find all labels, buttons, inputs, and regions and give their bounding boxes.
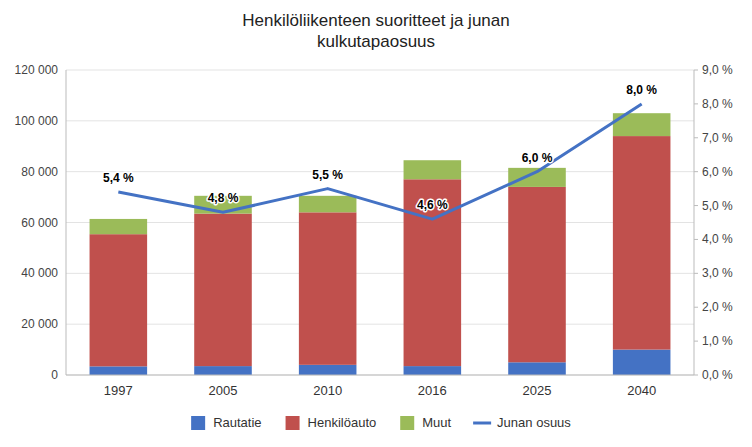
bar xyxy=(194,214,252,367)
y2-tick xyxy=(694,273,698,274)
legend-swatch xyxy=(473,422,491,425)
bar xyxy=(404,179,462,366)
y2-tick-label: 1,0 % xyxy=(702,334,733,348)
bar xyxy=(613,136,671,349)
y2-tick-label: 0,0 % xyxy=(702,368,733,382)
y2-tick xyxy=(694,341,698,342)
bar xyxy=(299,196,357,213)
y2-tick xyxy=(694,375,698,376)
title: Henkilöliikenteen suoritteet ja junan kul… xyxy=(242,11,509,51)
y2-tick xyxy=(694,171,698,172)
bar xyxy=(508,362,566,375)
grid-line xyxy=(66,375,694,376)
y2-tick xyxy=(694,103,698,104)
data-label: 8,0 % xyxy=(626,83,657,97)
bar-series xyxy=(90,350,671,375)
chart: Henkilöliikenteen suoritteet ja junan kul… xyxy=(0,0,752,447)
legend-label: Henkilöauto xyxy=(308,415,377,430)
bar xyxy=(299,212,357,364)
data-label: 4,6 % xyxy=(417,198,448,212)
legend-item: Junan osuus xyxy=(473,415,571,430)
legend-item: Henkilöauto xyxy=(286,415,377,430)
y-tick-label: 120 000 xyxy=(15,63,59,77)
legend-swatch xyxy=(286,416,300,430)
bar xyxy=(404,366,462,375)
x-tick-label: 2040 xyxy=(627,383,656,398)
grid-line xyxy=(66,273,694,274)
grid xyxy=(66,70,694,375)
y2-axis-line xyxy=(694,70,695,375)
title-line: kulkutapaosuus xyxy=(317,32,435,51)
y2-tick-label: 5,0 % xyxy=(702,199,733,213)
y-tick-label: 100 000 xyxy=(15,114,59,128)
legend-swatch xyxy=(191,416,205,430)
data-label: 4,8 % xyxy=(208,191,239,205)
title-line: Henkilöliikenteen suoritteet ja junan xyxy=(242,11,509,30)
x-tick-label: 2025 xyxy=(523,383,552,398)
grid-line xyxy=(66,222,694,223)
y2-tick-label: 4,0 % xyxy=(702,232,733,246)
line xyxy=(118,104,641,219)
bar-series xyxy=(90,136,671,366)
bar xyxy=(299,365,357,375)
y-tick-label: 80 000 xyxy=(21,165,58,179)
marks xyxy=(90,104,671,375)
y2-tick xyxy=(694,205,698,206)
x-tick-label: 1997 xyxy=(104,383,133,398)
data-label: 5,4 % xyxy=(103,171,134,185)
x-tick-label: 2005 xyxy=(209,383,238,398)
y2-tick-label: 7,0 % xyxy=(702,131,733,145)
legend-label: Rautatie xyxy=(213,415,261,430)
bar xyxy=(194,366,252,375)
bar xyxy=(90,234,148,366)
bar xyxy=(508,187,566,362)
bar xyxy=(613,350,671,375)
grid-line xyxy=(66,324,694,325)
legend-item: Rautatie xyxy=(191,415,261,430)
bar xyxy=(90,219,148,234)
y2-tick xyxy=(694,137,698,138)
y-tick-label: 0 xyxy=(51,368,58,382)
grid-line xyxy=(66,70,694,71)
y2-tick xyxy=(694,239,698,240)
grid-line xyxy=(66,171,694,172)
y2-tick-label: 2,0 % xyxy=(702,300,733,314)
y-tick-label: 40 000 xyxy=(21,266,58,280)
y2-tick xyxy=(694,307,698,308)
y-tick-label: 60 000 xyxy=(21,216,58,230)
y2-tick-label: 9,0 % xyxy=(702,63,733,77)
data-label: 6,0 % xyxy=(522,151,553,165)
legend-swatch xyxy=(400,416,414,430)
x-axis-line xyxy=(66,375,694,376)
y2-tick-label: 8,0 % xyxy=(702,97,733,111)
background xyxy=(0,0,752,447)
y2-tick-label: 6,0 % xyxy=(702,165,733,179)
bar xyxy=(90,366,148,375)
grid-line xyxy=(66,120,694,121)
legend-label: Junan osuus xyxy=(497,415,571,430)
legend-label: Muut xyxy=(422,415,451,430)
y-tick-label: 20 000 xyxy=(21,317,58,331)
x-tick-label: 2010 xyxy=(313,383,342,398)
bar-series xyxy=(90,113,671,234)
y2-tick-label: 3,0 % xyxy=(702,266,733,280)
legend-item: Muut xyxy=(400,415,451,430)
data-label: 5,5 % xyxy=(312,168,343,182)
x-tick-label: 2016 xyxy=(418,383,447,398)
bar xyxy=(404,160,462,179)
y2-tick xyxy=(694,70,698,71)
y-axis-line xyxy=(66,70,67,375)
legend: Rautatie Henkilöauto Muut Junan osuus xyxy=(191,415,571,430)
